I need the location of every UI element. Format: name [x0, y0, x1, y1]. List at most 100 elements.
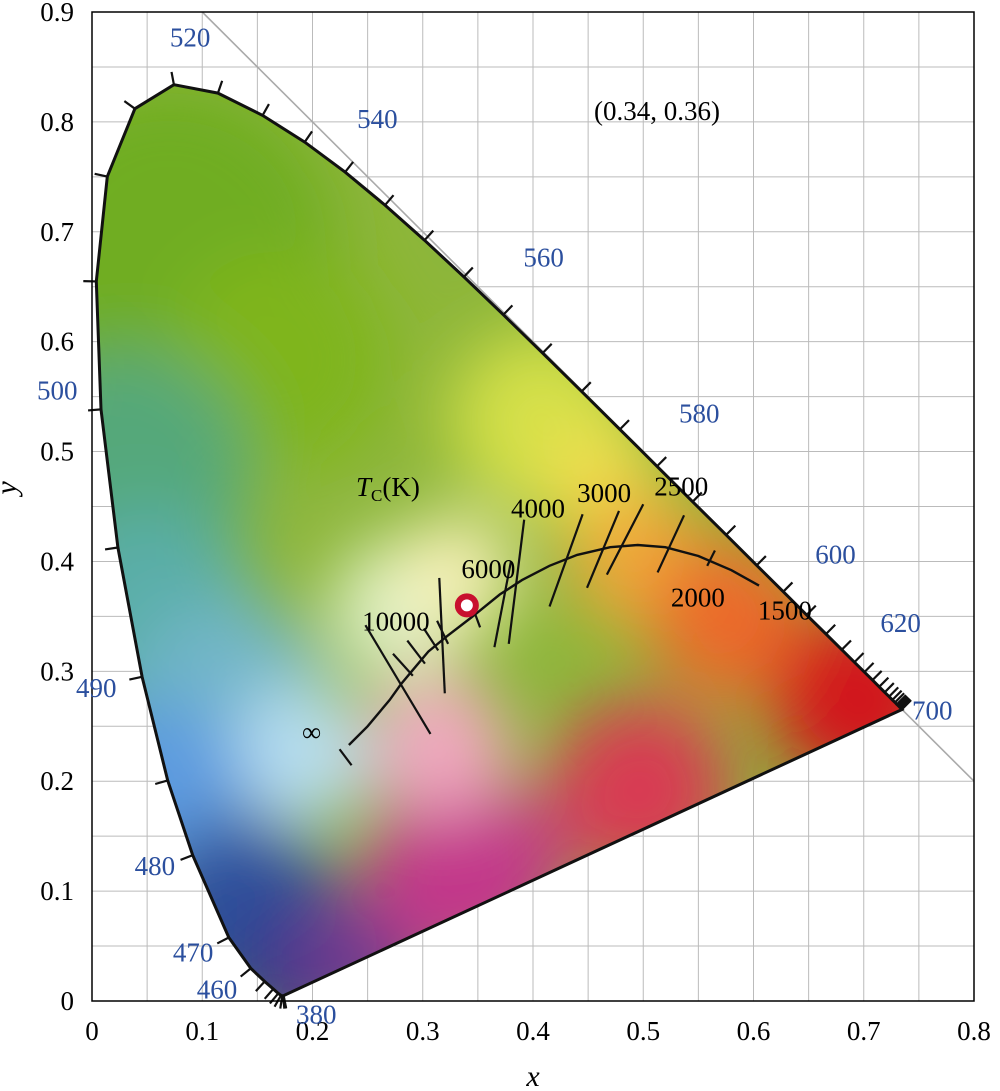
- wavelength-tick: [755, 555, 767, 567]
- cct-label: 3000: [577, 478, 631, 508]
- infinity-label: ∞: [302, 717, 321, 747]
- wavelength-tick: [841, 639, 852, 651]
- y-tick-label: 0.8: [40, 107, 74, 137]
- wavelength-tick: [541, 343, 553, 354]
- infinity-cap: [338, 748, 353, 766]
- y-tick-label: 0.5: [40, 437, 74, 467]
- y-tick-label: 0.9: [40, 0, 74, 27]
- wavelength-label: 560: [523, 243, 564, 273]
- y-tick-label: 0.6: [40, 327, 74, 357]
- cct-label: 2000: [671, 582, 725, 612]
- y-tick-label: 0.7: [40, 217, 74, 247]
- wavelength-tick: [619, 419, 630, 431]
- cct-isotherm: [364, 624, 432, 735]
- cct-label: 4000: [511, 493, 565, 523]
- wavelength-tick: [691, 491, 703, 503]
- y-tick-label: 0.2: [40, 766, 74, 796]
- wavelength-tick: [805, 604, 817, 616]
- y-tick-label: 0.4: [40, 546, 74, 576]
- wavelength-label: 700: [912, 695, 953, 725]
- wavelength-label: 460: [197, 974, 238, 1004]
- wavelength-tick: [891, 689, 903, 701]
- wavelength-label: 490: [76, 673, 117, 703]
- cct-isotherm: [656, 514, 686, 573]
- point-coordinate-label: (0.34, 0.36): [594, 96, 720, 126]
- wavelength-label: 600: [815, 540, 856, 570]
- cct-isotherm: [493, 561, 513, 648]
- wavelength-tick: [269, 992, 280, 1005]
- wavelength-tick: [261, 103, 270, 116]
- cct-labels: 10000 6000 4000 3000 2500 2000 1500: [362, 472, 812, 637]
- wavelength-label: 470: [173, 937, 214, 967]
- wavelength-tick: [180, 854, 194, 861]
- x-tick-label: 0.2: [296, 1016, 330, 1046]
- wavelength-tick: [894, 692, 905, 704]
- wavelength-tick: [782, 581, 794, 593]
- cct-isotherm: [392, 653, 414, 677]
- wavelength-tick: [344, 161, 355, 173]
- wavelength-labels: 520 540 560 580 600 620 700 500 490 480 470 460 380: [37, 23, 952, 1030]
- wavelength-tick: [384, 194, 395, 206]
- x-tick-label: 0.6: [737, 1016, 771, 1046]
- wavelength-tick: [463, 266, 474, 278]
- wavelength-tick: [170, 71, 175, 85]
- cct-isotherm: [406, 639, 426, 665]
- wavelength-tick: [303, 130, 313, 143]
- y-tick-label: 0.1: [40, 876, 74, 906]
- wavelength-tick: [863, 662, 875, 673]
- cct-isotherm: [706, 549, 716, 567]
- axis-tick-labels: 0 0.1 0.2 0.3 0.4 0.5 0.6 0.7 0.8 0 0.1 0.2 0.3 0.4 0.…: [40, 0, 991, 1046]
- wavelength-tick: [878, 676, 890, 688]
- wavelength-label: 500: [37, 375, 77, 405]
- x-axis-title: x: [525, 1060, 540, 1091]
- wavelength-tick: [825, 623, 836, 635]
- wavelength-tick: [263, 988, 275, 1000]
- cct-isotherm: [438, 577, 446, 694]
- x-tick-label: 0.3: [406, 1016, 440, 1046]
- wavelength-label: 520: [170, 23, 211, 53]
- cct-isotherm: [605, 503, 645, 576]
- wavelength-tick: [725, 524, 737, 536]
- wavelength-tick: [216, 936, 230, 945]
- planckian-locus-group: [338, 503, 760, 766]
- wavelength-tick: [883, 682, 895, 694]
- wavelength-tick: [154, 779, 169, 786]
- x-tick-label: 0.1: [185, 1016, 219, 1046]
- x-tick-label: 0: [85, 1016, 99, 1046]
- wavelength-tick: [871, 670, 883, 681]
- tc-label: TC(K): [356, 472, 420, 505]
- cct-label: 1500: [758, 596, 812, 626]
- wavelength-tick: [901, 699, 912, 711]
- wavelength-tick: [580, 381, 592, 393]
- wavelength-tick: [281, 995, 286, 1009]
- y-axis-title: y: [0, 481, 23, 498]
- white-point-marker: [454, 593, 479, 618]
- wavelength-tick: [129, 675, 143, 681]
- cct-label: 6000: [461, 554, 515, 584]
- wavelength-tick: [502, 304, 514, 316]
- y-tick-label: 0.3: [40, 656, 74, 686]
- y-tick-label: 0: [61, 986, 75, 1016]
- cct-isotherm: [586, 510, 621, 589]
- x-tick-label: 0.7: [847, 1016, 881, 1046]
- cct-label: 10000: [362, 607, 430, 637]
- wavelength-tick: [87, 408, 102, 412]
- wavelength-tick: [888, 686, 900, 698]
- x-tick-label: 0.5: [626, 1016, 660, 1046]
- wavelength-label: 380: [296, 1000, 337, 1030]
- wavelength-tick: [897, 695, 908, 707]
- wavelength-label: 540: [357, 104, 398, 134]
- cct-isotherm: [548, 513, 584, 607]
- wavelength-tick: [104, 546, 119, 551]
- wavelength-tick: [239, 967, 252, 978]
- wavelength-tick: [255, 980, 266, 992]
- wavelength-tick: [94, 172, 108, 178]
- plot-frame: [91, 11, 975, 1002]
- wavelength-tick: [423, 229, 435, 241]
- x-tick-label: 0.4: [516, 1016, 550, 1046]
- wavelength-label: 620: [880, 608, 921, 638]
- gamut-color-blend: [96, 84, 903, 996]
- x-tick-label: 0.8: [957, 1016, 991, 1046]
- wavelength-label: 480: [135, 851, 176, 881]
